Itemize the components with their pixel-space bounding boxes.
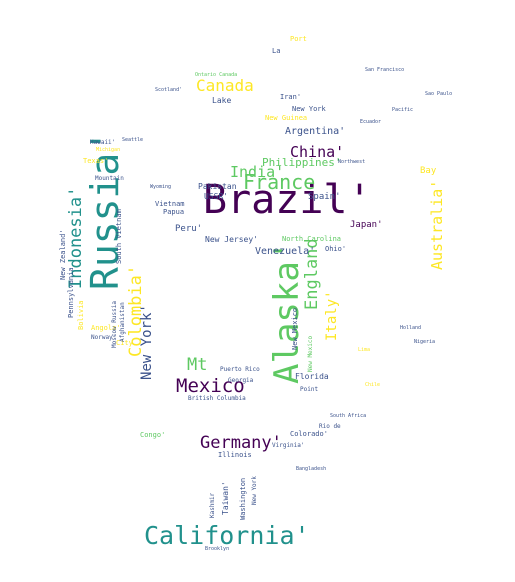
word-italy: Italy' (324, 290, 340, 341)
word-mexico: Mexico (176, 375, 245, 397)
word-sanfrancisco: San Francisco (365, 67, 405, 73)
word-hawaii: Hawaii' (90, 139, 116, 146)
word-pakistan: Pakistan (198, 182, 237, 191)
word-peru: Peru' (175, 224, 203, 234)
word-kashmir: Kashmir (209, 492, 216, 518)
word-northcarolina: North Carolina (282, 235, 342, 243)
word-brooklyn: Brooklyn (205, 546, 230, 552)
word-sao-paulo: Sao Paulo (425, 91, 453, 97)
word-riode: Rio de (319, 423, 341, 430)
word-point: Point (300, 386, 319, 393)
word-washington: Washington (239, 477, 247, 520)
word-georgia: Georgia (228, 377, 254, 384)
word-northwest: Northwest (338, 159, 366, 165)
word-india: India' (230, 163, 285, 181)
word-japan: Japan' (350, 220, 383, 230)
word-ontariocanada: Ontario Canada (195, 72, 238, 78)
word-canada: Canada (196, 76, 254, 95)
word-norway: Norway' (91, 334, 117, 341)
word-angola: Angola' (91, 324, 121, 332)
word-virginia: Virginia' (272, 442, 305, 449)
word-moscowrussia: Moscow Russia (111, 301, 118, 348)
word-vietnam: Vietnam (155, 200, 185, 208)
word-newyork3-vert: New York (251, 476, 258, 505)
word-port: Port (290, 35, 307, 43)
word-venezuela: Venezuela' (255, 246, 316, 257)
word-lake: Lake (212, 96, 232, 105)
word-la: La (272, 47, 281, 55)
word-ecuador: Ecuador (360, 119, 382, 125)
word-southvietnam: South Vietnam (115, 209, 123, 264)
word-congo: Congo' (140, 431, 166, 439)
word-france: France (243, 170, 316, 194)
word-city: City (116, 339, 133, 347)
word-iran: Iran' (280, 93, 302, 101)
word-chile: Chile (365, 382, 381, 388)
word-newyork2: New York (292, 105, 326, 113)
word-newzealand: New Zealand' (59, 229, 67, 280)
word-bay: Bay (420, 166, 437, 176)
word-puertorico: Puerto Rico (220, 366, 260, 373)
word-california: California' (144, 521, 310, 550)
word-philippines: Philippines' (262, 156, 342, 169)
word-brazil: Brazil' (203, 177, 372, 223)
word-pennsylvania: Pennsylvania (67, 267, 75, 318)
word-scotland: Scotland' (155, 87, 183, 93)
word-southafrica: South Africa (330, 413, 367, 419)
word-spain: Spain' (308, 192, 341, 202)
word-illinois: Illinois (218, 451, 252, 459)
word-pacific: Pacific (392, 107, 414, 113)
word-seattle: Seattle (122, 137, 144, 143)
word-michigan: Michigan (96, 147, 121, 153)
word-mountain: Mountain (95, 175, 124, 182)
word-china: China' (290, 143, 345, 161)
word-newguinea: New Guinea (265, 114, 308, 122)
word-bangladesh: Bangladesh (296, 466, 327, 472)
word-papua: Papua (163, 208, 185, 216)
word-texas: Texas' (83, 157, 109, 165)
word-ussr: USSR' (204, 192, 229, 201)
word-wyoming: Wyoming (150, 184, 172, 190)
word-afghanistan: Afghanistan (119, 302, 126, 342)
word-argentina: Argentina' (285, 126, 346, 137)
word-germany: Germany' (200, 433, 282, 453)
word-britishcolumbia: British Columbia (188, 395, 246, 402)
word-australia: Australia' (428, 179, 446, 270)
word-lima: Lima (358, 347, 371, 353)
word-newmexico2: New Mexico (307, 335, 314, 372)
word-mt: Mt (187, 355, 208, 375)
word-taiwan: Taiwan' (221, 481, 230, 515)
word-nigeria: Nigeria (414, 339, 436, 345)
word-colorado: Colorado' (290, 430, 328, 438)
word-holland: Holland (400, 325, 422, 331)
word-newyork: New York' (139, 304, 155, 380)
word-bolivia: Bolivia (77, 300, 85, 330)
word-newjersey: New Jersey' (205, 235, 258, 244)
word-newmexico: New Mexico (291, 307, 299, 350)
word-ohio: Ohio' (325, 245, 347, 253)
word-florida: Florida (295, 372, 329, 381)
